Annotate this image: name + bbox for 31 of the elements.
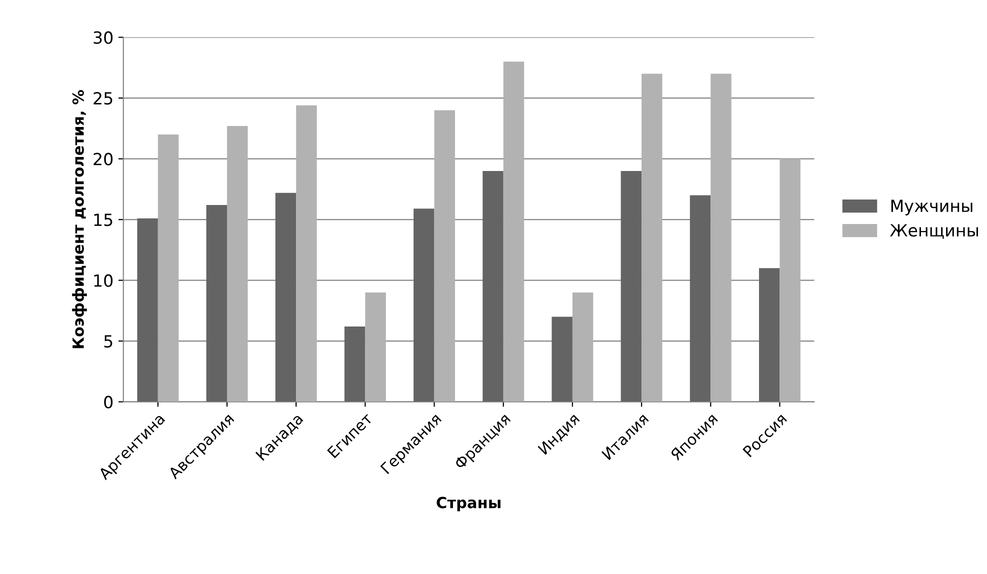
y-tick-label: 15 xyxy=(94,214,112,226)
bar xyxy=(158,134,179,402)
bar xyxy=(759,268,780,402)
bar xyxy=(206,204,228,402)
bar xyxy=(227,126,248,402)
legend-label: Мужчины xyxy=(891,200,972,216)
bar xyxy=(620,170,642,402)
bar xyxy=(365,292,386,402)
x-axis-title: Страны xyxy=(436,496,500,512)
bar xyxy=(642,74,662,402)
y-tick-label: 0 xyxy=(104,396,113,408)
y-axis-title: Коэффициент долголетия, % xyxy=(72,90,87,348)
y-tick-label: 5 xyxy=(104,335,112,348)
bar xyxy=(552,316,572,402)
bar xyxy=(137,218,158,402)
bar xyxy=(710,74,732,402)
bar xyxy=(503,62,524,402)
legend-label: Женщины xyxy=(890,224,978,239)
bar xyxy=(296,105,317,402)
bar xyxy=(414,208,434,402)
bar xyxy=(275,192,296,402)
y-tick-label: 25 xyxy=(94,92,112,105)
bar xyxy=(780,158,800,402)
y-tick-label: 30 xyxy=(94,31,113,44)
bar xyxy=(690,195,711,402)
bar xyxy=(572,292,594,402)
y-tick-label: 20 xyxy=(94,152,113,166)
bar xyxy=(482,170,504,402)
y-tick-label: 10 xyxy=(94,274,113,287)
bar xyxy=(434,110,456,402)
bar xyxy=(344,326,366,402)
